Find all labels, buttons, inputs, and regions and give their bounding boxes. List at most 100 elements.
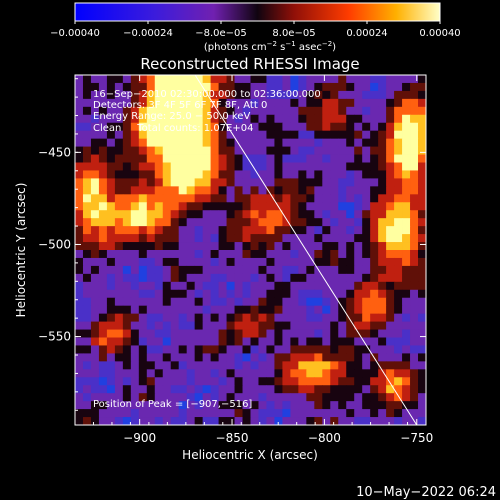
heatmap-cell xyxy=(266,242,275,251)
heatmap-cell xyxy=(122,82,132,92)
heatmap-cell xyxy=(218,202,227,211)
heatmap-cell xyxy=(154,353,164,362)
heatmap-cell xyxy=(362,114,371,124)
heatmap-cell xyxy=(338,273,347,283)
heatmap-cell xyxy=(290,178,299,187)
heatmap-cell xyxy=(378,401,387,410)
heatmap-cell xyxy=(274,337,283,346)
heatmap-cell xyxy=(82,393,92,402)
heatmap-cell xyxy=(98,361,108,370)
heatmap-cell xyxy=(346,82,355,92)
heatmap-cell xyxy=(330,273,339,283)
heatmap-cell xyxy=(378,130,387,140)
heatmap-cell xyxy=(354,361,363,370)
heatmap-cell xyxy=(82,242,92,251)
heatmap-cell xyxy=(210,186,219,195)
heatmap-cell xyxy=(106,146,116,155)
heatmap-cell xyxy=(162,250,172,259)
heatmap-cell xyxy=(82,250,92,259)
heatmap-cell xyxy=(130,361,140,370)
heatmap-cell xyxy=(298,329,307,338)
heatmap-cell xyxy=(226,122,235,132)
heatmap-cell xyxy=(402,242,411,251)
heatmap-cell xyxy=(202,273,212,283)
heatmap-image xyxy=(75,75,426,425)
heatmap-cell xyxy=(226,313,235,322)
heatmap-cell xyxy=(418,170,426,179)
heatmap-cell xyxy=(98,234,108,243)
heatmap-cell xyxy=(346,242,355,251)
heatmap-cell xyxy=(282,257,291,267)
heatmap-cell xyxy=(258,154,267,163)
heatmap-cell xyxy=(98,250,108,259)
heatmap-cell xyxy=(138,146,148,155)
heatmap-cell xyxy=(162,114,172,124)
heatmap-cell xyxy=(298,98,307,108)
heatmap-cell xyxy=(218,393,227,402)
heatmap-cell xyxy=(282,273,291,283)
heatmap-cell xyxy=(386,250,395,259)
heatmap-cell xyxy=(330,289,339,299)
heatmap-cell xyxy=(354,273,363,283)
heatmap-cell xyxy=(330,146,339,155)
heatmap-cell xyxy=(75,369,84,378)
heatmap-cell xyxy=(258,289,267,299)
heatmap-cell xyxy=(410,234,419,243)
heatmap-cell xyxy=(154,75,164,84)
heatmap-cell xyxy=(202,202,212,211)
heatmap-cell xyxy=(234,210,243,219)
heatmap-cell xyxy=(186,313,196,322)
heatmap-cell xyxy=(98,257,108,267)
heatmap-cell xyxy=(370,98,379,108)
heatmap-cell xyxy=(306,401,315,410)
heatmap-cell xyxy=(82,178,92,187)
heatmap-cell xyxy=(338,146,347,155)
heatmap-cell xyxy=(258,401,267,410)
heatmap-cell xyxy=(114,202,124,211)
heatmap-cell xyxy=(162,313,172,322)
heatmap-cell xyxy=(122,106,132,116)
heatmap-cell xyxy=(346,369,355,378)
heatmap-cell xyxy=(370,313,379,322)
heatmap-cell xyxy=(162,369,172,378)
heatmap-cell xyxy=(274,114,283,124)
heatmap-cell xyxy=(386,242,395,251)
heatmap-cell xyxy=(242,369,251,378)
heatmap-cell xyxy=(146,250,156,259)
heatmap-cell xyxy=(370,194,379,203)
heatmap-cell xyxy=(338,226,347,235)
heatmap-cell xyxy=(314,194,323,203)
heatmap-cell xyxy=(226,154,235,163)
heatmap-cell xyxy=(194,98,204,108)
heatmap-cell xyxy=(362,98,371,108)
heatmap-cell xyxy=(154,385,164,394)
heatmap-cell xyxy=(162,273,172,283)
heatmap-cell xyxy=(106,242,116,251)
heatmap-cell xyxy=(122,210,132,219)
heatmap-cell xyxy=(98,321,108,330)
heatmap-cell xyxy=(274,242,283,251)
heatmap-cell xyxy=(218,401,227,410)
heatmap-cell xyxy=(258,202,267,211)
heatmap-cell xyxy=(274,377,283,386)
heatmap-cell xyxy=(194,265,204,275)
heatmap-cell xyxy=(186,154,196,163)
heatmap-cell xyxy=(370,162,379,171)
heatmap-cell xyxy=(122,75,132,84)
heatmap-cell xyxy=(346,393,355,402)
heatmap-cell xyxy=(106,122,116,132)
heatmap-cell xyxy=(146,98,156,108)
heatmap-cell xyxy=(378,321,387,330)
heatmap-cell xyxy=(226,417,235,425)
heatmap-cell xyxy=(106,361,116,370)
heatmap-cell xyxy=(282,138,291,147)
heatmap-cell xyxy=(266,226,275,235)
heatmap-cell xyxy=(154,170,164,179)
heatmap-cell xyxy=(162,146,172,155)
heatmap-cell xyxy=(266,361,275,370)
heatmap-cell xyxy=(354,257,363,267)
heatmap-cell xyxy=(186,385,196,394)
heatmap-cell xyxy=(274,250,283,259)
heatmap-cell xyxy=(346,305,355,315)
heatmap-cell xyxy=(370,289,379,299)
